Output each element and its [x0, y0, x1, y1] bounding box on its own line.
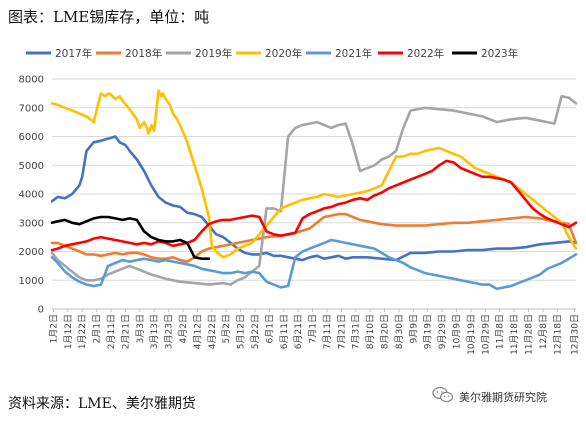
- x-tick-label: 3月3日: [135, 314, 146, 343]
- x-tick-label: 8月10日: [365, 314, 376, 349]
- y-tick-label: 4000: [19, 190, 44, 201]
- figure-title: 图表：LME锡库存，单位：吨: [8, 8, 210, 26]
- x-tick-label: 12月30日: [570, 314, 581, 355]
- x-tick-label: 8月20日: [380, 314, 391, 349]
- series-line-2020年: [50, 89, 578, 259]
- watermark: 美尔雅期货研究院: [432, 386, 547, 408]
- y-tick-label: 8000: [19, 75, 44, 86]
- watermark-text: 美尔雅期货研究院: [459, 391, 547, 404]
- y-tick-label: 0: [38, 305, 44, 316]
- x-tick-label: 6月1日: [264, 314, 275, 343]
- x-tick-label: 2月1日: [92, 314, 103, 343]
- y-tick-label: 5000: [19, 161, 44, 172]
- series-line-2023年: [50, 215, 211, 261]
- x-tick-label: 5月2日: [221, 314, 232, 343]
- x-tick-label: 10月29日: [480, 314, 491, 355]
- legend-label: 2017年: [55, 47, 92, 60]
- x-tick-label: 11月8日: [495, 314, 506, 349]
- x-tick-label: 9月29日: [437, 314, 448, 349]
- x-tick-label: 10月9日: [452, 314, 463, 349]
- x-tick-label: 5月12日: [236, 314, 247, 349]
- x-tick-label: 9月19日: [423, 314, 434, 349]
- x-tick-label: 4月22日: [207, 314, 218, 349]
- legend-label: 2018年: [125, 47, 162, 60]
- x-tick-label: 4月2日: [178, 314, 189, 343]
- x-tick-label: 9月9日: [408, 314, 419, 343]
- x-tick-label: 7月11日: [322, 314, 333, 349]
- x-tick-label: 6月21日: [293, 314, 304, 349]
- x-tick-label: 1月2日: [48, 314, 59, 343]
- x-tick-label: 11月18日: [509, 314, 520, 355]
- y-axis-ticks: 0 1000 2000 3000 4000 5000 6000 7000 8000: [19, 75, 44, 316]
- x-tick-label: 3月23日: [164, 314, 175, 349]
- legend-label: 2021年: [335, 47, 372, 60]
- x-tick-label: 12月18日: [552, 314, 563, 355]
- x-axis-ticks: 1月2日 1月12日 1月22日 2月1日 2月11日 2月21日 3月3日 3月13日 3月2…: [48, 309, 581, 355]
- series-line-2021年: [50, 238, 578, 291]
- wechat-icon: [432, 386, 454, 408]
- series-line-2017年: [50, 135, 578, 262]
- legend-label: 2022年: [407, 47, 444, 60]
- x-tick-label: 8月30日: [394, 314, 405, 349]
- legend-label: 2019年: [195, 47, 232, 60]
- y-tick-label: 3000: [19, 218, 44, 229]
- x-tick-label: 7月21日: [336, 314, 347, 349]
- chart-grid: [52, 78, 576, 310]
- x-tick-label: 1月12日: [63, 314, 74, 349]
- x-tick-label: 7月1日: [308, 314, 319, 343]
- chart-series: [50, 89, 578, 291]
- x-tick-label: 12月8日: [538, 314, 549, 349]
- x-tick-label: 7月31日: [351, 314, 362, 349]
- legend-label: 2023年: [481, 47, 518, 60]
- x-tick-label: 5月22日: [250, 314, 261, 349]
- source-note: 资料来源：LME、美尔雅期货: [8, 396, 196, 412]
- y-tick-label: 6000: [19, 132, 44, 143]
- y-tick-label: 2000: [19, 247, 44, 258]
- x-tick-label: 1月22日: [77, 314, 88, 349]
- x-tick-label: 2月11日: [106, 314, 117, 349]
- x-tick-label: 10月19日: [466, 314, 477, 355]
- chart-legend: 2017年 2018年 2019年 2020年 2021年 2022年 2023年: [26, 47, 518, 60]
- x-tick-label: 4月12日: [192, 314, 203, 349]
- x-tick-label: 11月28日: [523, 314, 534, 355]
- series-line-2019年: [50, 95, 578, 286]
- line-chart: 2017年 2018年 2019年 2020年 2021年 2022年 2023年 0 100…: [19, 47, 581, 355]
- legend-label: 2020年: [265, 47, 302, 60]
- x-tick-label: 6月11日: [279, 314, 290, 349]
- series-line-2022年: [50, 159, 578, 252]
- x-tick-label: 3月13日: [149, 314, 160, 349]
- y-tick-label: 7000: [19, 103, 44, 114]
- series-line-2018年: [50, 212, 578, 263]
- x-tick-label: 2月21日: [120, 314, 131, 349]
- y-tick-label: 1000: [19, 276, 44, 287]
